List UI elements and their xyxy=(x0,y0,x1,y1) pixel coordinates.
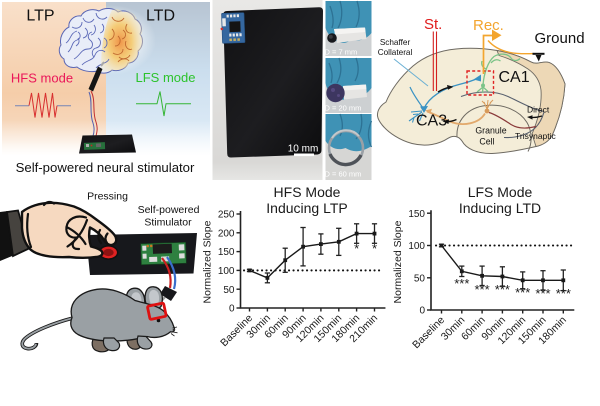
svg-text:Direct: Direct xyxy=(527,105,550,115)
svg-text:LFS mode: LFS mode xyxy=(136,70,196,85)
svg-text:***: *** xyxy=(556,286,571,301)
svg-text:HFS Mode: HFS Mode xyxy=(274,184,341,200)
svg-text:200: 200 xyxy=(218,228,235,239)
svg-text:D = 20 mm: D = 20 mm xyxy=(325,104,362,113)
svg-text:Self-powered neural stimulator: Self-powered neural stimulator xyxy=(16,160,195,175)
svg-text:***: *** xyxy=(475,282,490,297)
svg-text:150: 150 xyxy=(408,209,425,220)
svg-text:HFS mode: HFS mode xyxy=(11,71,73,86)
svg-text:100: 100 xyxy=(408,241,425,252)
svg-text:Inducing LTD: Inducing LTD xyxy=(459,200,541,216)
svg-text:Inducing LTP: Inducing LTP xyxy=(266,200,347,216)
svg-text:0: 0 xyxy=(419,306,425,317)
svg-text:Rec.: Rec. xyxy=(473,17,504,34)
svg-text:***: *** xyxy=(535,286,550,301)
svg-text:Cell: Cell xyxy=(479,137,494,147)
svg-text:100: 100 xyxy=(218,266,235,277)
svg-text:St.: St. xyxy=(424,16,442,33)
svg-text:LFS Mode: LFS Mode xyxy=(468,184,533,200)
svg-text:150: 150 xyxy=(218,247,235,258)
svg-text:D = 7 mm: D = 7 mm xyxy=(325,48,358,57)
svg-text:***: *** xyxy=(515,285,530,300)
svg-text:*: * xyxy=(354,241,359,256)
svg-text:LTP: LTP xyxy=(26,8,54,25)
svg-text:CA1: CA1 xyxy=(499,69,530,86)
svg-text:50: 50 xyxy=(414,273,426,284)
svg-text:10 mm: 10 mm xyxy=(288,144,319,155)
svg-text:***: *** xyxy=(495,282,510,297)
svg-text:Ground: Ground xyxy=(535,30,585,47)
svg-text:Stimulator: Stimulator xyxy=(144,217,192,229)
svg-text:Schaffer: Schaffer xyxy=(380,38,411,47)
svg-text:Granule: Granule xyxy=(475,126,506,136)
svg-text:LTD: LTD xyxy=(146,8,175,25)
svg-text:Collateral: Collateral xyxy=(378,48,413,57)
svg-text:50: 50 xyxy=(223,285,235,296)
svg-text:***: *** xyxy=(454,276,469,291)
svg-text:Normalized Slope: Normalized Slope xyxy=(392,220,404,303)
svg-text:Pressing: Pressing xyxy=(87,191,128,203)
svg-text:CA3: CA3 xyxy=(416,113,447,130)
svg-text:Normalized Slope: Normalized Slope xyxy=(202,220,214,303)
svg-text:*: * xyxy=(372,241,377,256)
svg-text:Trisynaptic: Trisynaptic xyxy=(515,131,557,141)
svg-text:D = 60 mm: D = 60 mm xyxy=(325,170,362,179)
svg-text:250: 250 xyxy=(218,210,235,221)
svg-text:0: 0 xyxy=(229,304,235,315)
svg-text:Self-powered: Self-powered xyxy=(138,204,200,216)
